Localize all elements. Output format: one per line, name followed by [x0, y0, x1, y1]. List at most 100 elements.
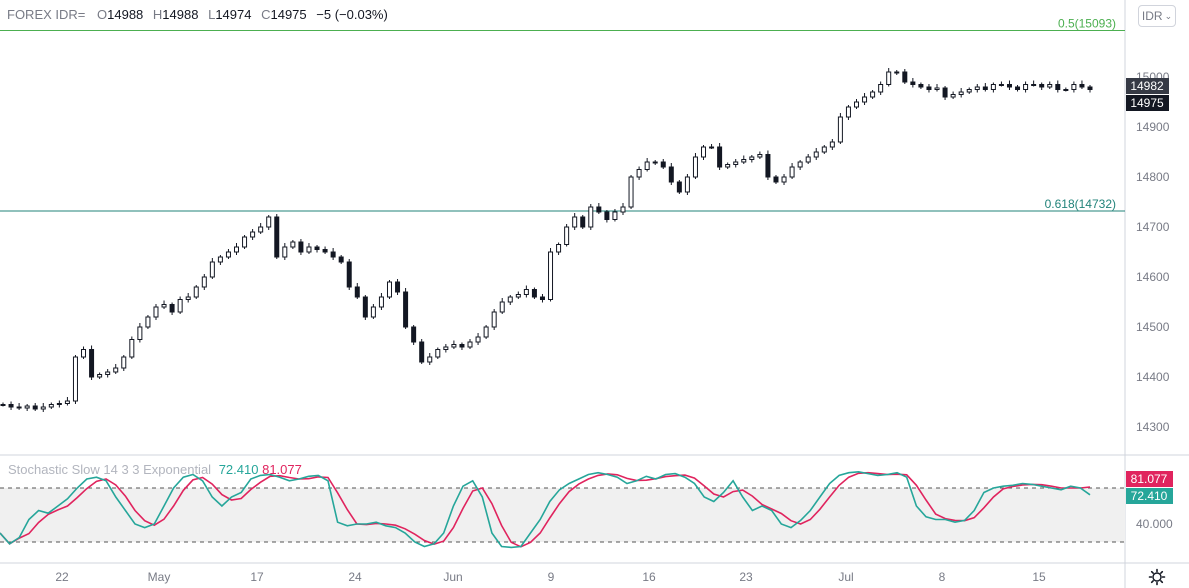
candle — [572, 213, 578, 230]
candle — [692, 153, 698, 179]
fib-levels: 0.5(15093) 0.618(14732) — [0, 17, 1125, 212]
candle — [56, 400, 62, 408]
candle — [411, 325, 417, 345]
candle — [129, 336, 135, 359]
time-tick-label: 16 — [642, 570, 656, 584]
candle — [330, 248, 336, 260]
time-tick-label: Jun — [443, 570, 462, 584]
candle — [523, 285, 529, 298]
open-label: O — [97, 7, 108, 22]
candle — [97, 372, 103, 379]
svg-text:14982: 14982 — [1130, 79, 1164, 93]
candle — [499, 298, 505, 314]
time-tick-label: 23 — [739, 570, 753, 584]
candle — [354, 283, 360, 299]
candle — [72, 355, 78, 404]
candle — [749, 155, 755, 163]
candle — [306, 243, 312, 254]
candle — [701, 145, 707, 160]
candle — [902, 69, 908, 84]
candle — [8, 401, 14, 410]
stochastic-legend[interactable]: Stochastic Slow 14 3 3 Exponential 72.41… — [8, 462, 302, 477]
currency-selector-button[interactable]: IDR ⌄ — [1138, 5, 1176, 27]
candle — [934, 84, 940, 92]
candle — [813, 148, 819, 160]
candle — [443, 344, 449, 353]
time-tick-label: 17 — [250, 570, 264, 584]
candle — [435, 347, 441, 359]
candle — [395, 279, 401, 295]
candle — [48, 402, 54, 409]
candle — [153, 304, 159, 320]
candle — [781, 174, 787, 185]
candle — [40, 403, 46, 412]
candle — [1039, 82, 1045, 90]
candle — [250, 229, 256, 240]
candle — [926, 84, 932, 93]
candle — [676, 180, 682, 194]
price-tick-label: 14300 — [1136, 420, 1170, 434]
candle — [853, 99, 859, 109]
candle — [684, 174, 690, 195]
candle — [234, 243, 240, 255]
candle — [459, 342, 465, 350]
candle — [193, 285, 199, 299]
candle — [419, 339, 425, 364]
symbol-name[interactable]: FOREX IDR= — [7, 7, 86, 22]
candle — [837, 113, 843, 144]
candle — [314, 245, 320, 253]
candle — [290, 240, 296, 249]
candle — [982, 83, 988, 92]
candle — [378, 293, 384, 310]
candle — [1063, 87, 1069, 92]
time-tick-label: 8 — [939, 570, 946, 584]
candle — [266, 215, 272, 230]
candle — [620, 203, 626, 215]
candle — [725, 162, 731, 169]
candle — [797, 160, 803, 170]
candle — [531, 287, 537, 299]
candle — [113, 364, 119, 374]
price-candles[interactable] — [0, 68, 1093, 412]
price-tick-label: 14700 — [1136, 220, 1170, 234]
candle — [403, 288, 409, 329]
chevron-down-icon: ⌄ — [1164, 10, 1173, 21]
stochastic-d-line — [0, 471, 1091, 548]
close-label: C — [261, 7, 271, 22]
stochastic-k-label: 72.410 — [1126, 488, 1173, 504]
fib-level-label: 0.5(15093) — [1058, 17, 1116, 31]
candle — [717, 143, 723, 170]
close-value: 14975 — [270, 7, 307, 22]
candle — [137, 323, 143, 343]
candle — [878, 81, 884, 95]
candle — [1087, 85, 1093, 93]
candle — [81, 346, 87, 359]
low-value: 14974 — [215, 7, 252, 22]
candle — [974, 84, 980, 93]
gear-icon[interactable] — [1148, 568, 1166, 586]
candle — [258, 223, 264, 234]
candle — [24, 404, 30, 411]
candle — [821, 145, 827, 154]
candle — [1055, 80, 1061, 93]
candle — [862, 93, 868, 105]
open-value: 14988 — [107, 7, 144, 22]
candle — [886, 68, 892, 87]
candle — [483, 325, 489, 339]
candle — [910, 78, 916, 88]
candle — [564, 224, 570, 247]
candle — [580, 215, 586, 229]
svg-text:81.077: 81.077 — [1131, 472, 1168, 486]
candle — [966, 87, 972, 94]
candle — [1006, 80, 1012, 90]
candle — [298, 239, 304, 255]
candle — [1079, 80, 1085, 89]
candle — [652, 160, 658, 165]
candle — [556, 242, 562, 255]
candle — [1047, 81, 1053, 89]
candle — [475, 333, 481, 345]
candle — [636, 166, 642, 180]
stochastic-pane[interactable] — [0, 470, 1125, 549]
candle — [209, 258, 215, 279]
